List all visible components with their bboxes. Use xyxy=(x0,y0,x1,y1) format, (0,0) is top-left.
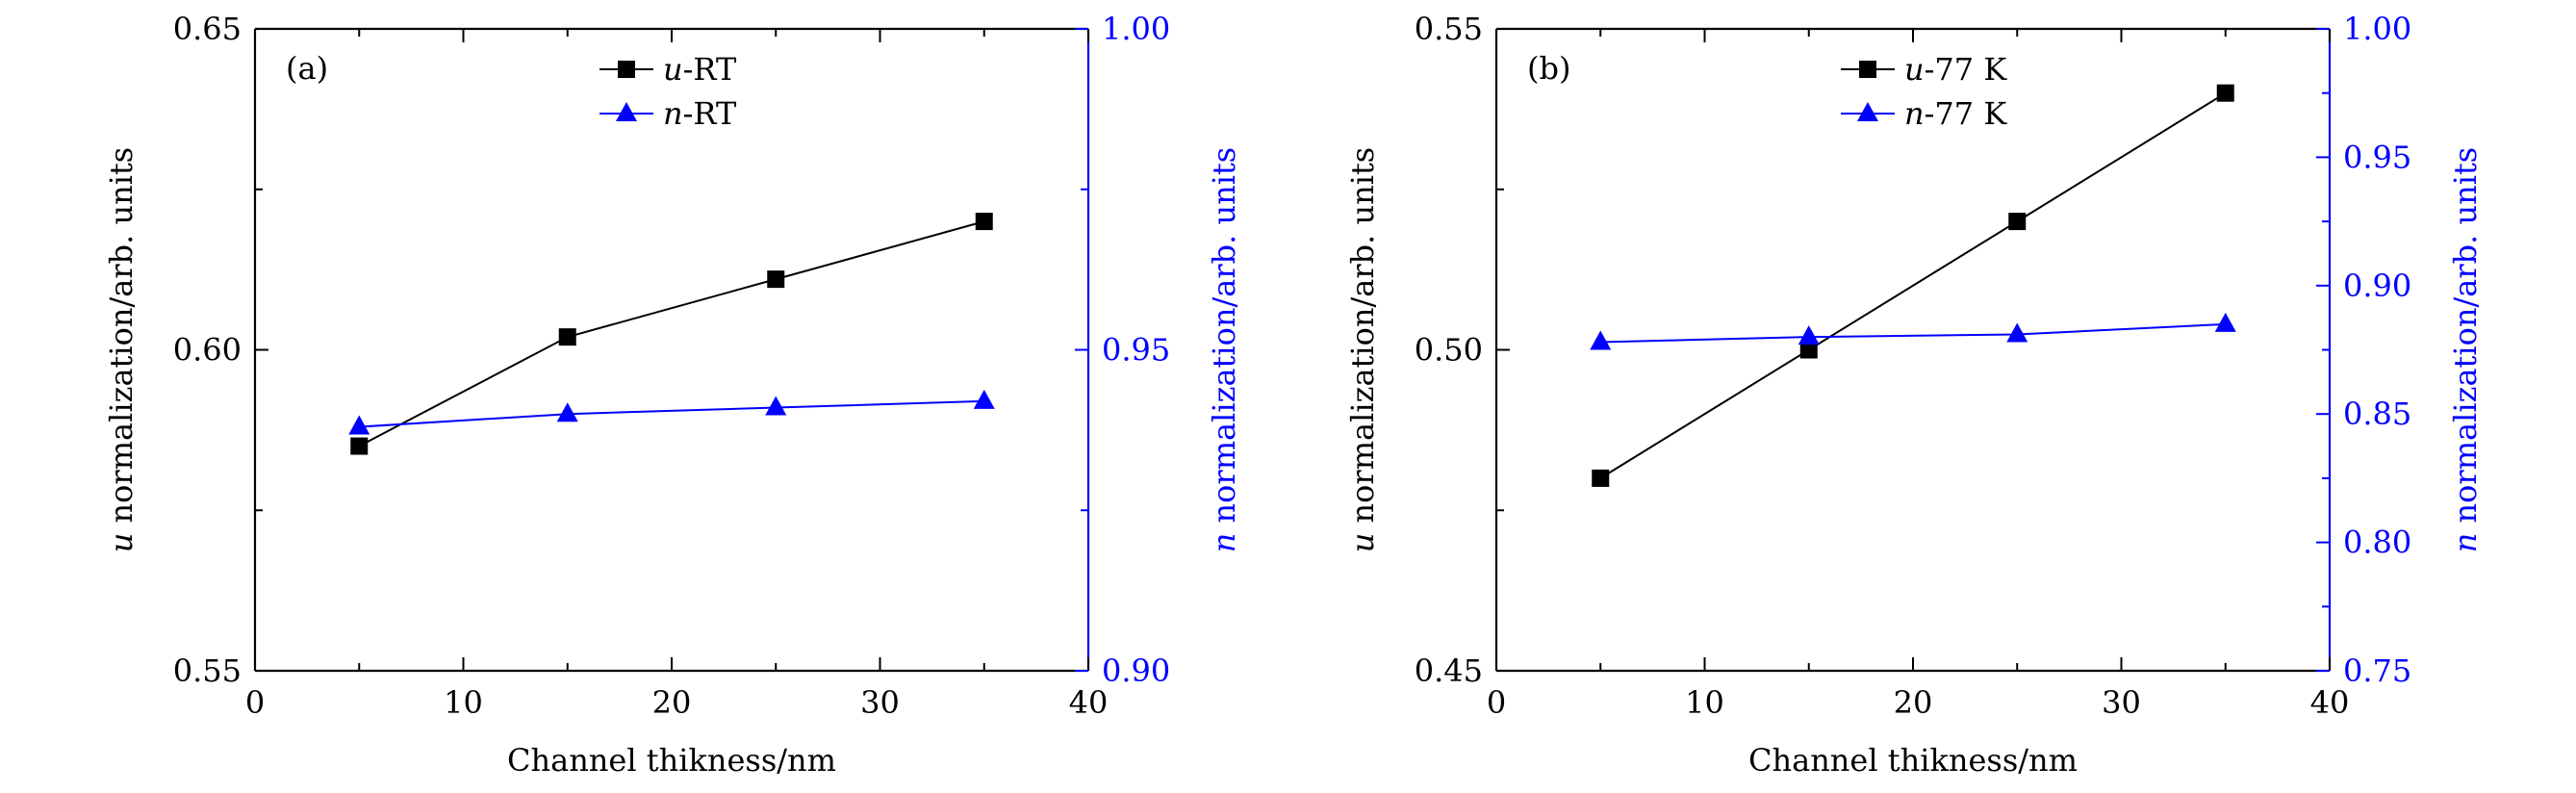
data-point-square xyxy=(2008,213,2027,231)
left-y-axis-title: u normalization/arb. units xyxy=(103,147,140,552)
data-point-triangle xyxy=(973,389,995,409)
series-line xyxy=(358,220,985,448)
chart-panel: 0 10 20 30 40 0.55 0.60 0.65 0.90 0.95 1.00 Channel… xyxy=(103,11,1242,779)
legend-label: n-77 K xyxy=(1904,95,2007,132)
left-y-tick-label: 0.55 xyxy=(173,652,242,689)
legend-name: -77 K xyxy=(1925,95,2008,132)
left-y-tick-label: 0.50 xyxy=(1415,332,1483,369)
x-tick-label: 10 xyxy=(1685,684,1724,721)
panel-label: (a) xyxy=(286,50,328,87)
left-y-axis-symbol: u xyxy=(1344,533,1381,553)
x-tick-label: 30 xyxy=(860,684,900,721)
legend-label: u-RT xyxy=(663,51,737,88)
right-y-axis-symbol: n xyxy=(2447,533,2484,553)
right-y-tick-label: 0.90 xyxy=(2343,268,2411,304)
x-axis-title: Channel thikness/nm xyxy=(1748,742,2078,779)
x-tick-label: 0 xyxy=(245,684,265,721)
series-0 xyxy=(1592,84,2234,487)
right-y-tick-label: 0.85 xyxy=(2343,396,2411,432)
left-y-tick-label: 0.65 xyxy=(173,11,242,47)
legend: u-77 Kn-77 K xyxy=(1841,51,2007,132)
x-tick-label: 0 xyxy=(1487,684,1506,721)
x-tick-label: 20 xyxy=(1894,684,1933,721)
data-point-square xyxy=(767,270,785,289)
right-y-tick-label: 0.80 xyxy=(2343,524,2411,561)
legend: u-RTn-RT xyxy=(599,51,737,132)
left-y-tick-label: 0.60 xyxy=(173,332,242,369)
legend-name: -RT xyxy=(683,95,737,132)
data-point-triangle xyxy=(2006,322,2028,343)
series-line xyxy=(1600,322,2226,344)
data-point-triangle xyxy=(616,102,637,121)
data-point-triangle xyxy=(1798,325,1820,345)
data-point-square xyxy=(618,61,635,78)
right-y-axis-title: n normalization/arb. units xyxy=(2447,147,2484,552)
right-y-axis-text: normalization/arb. units xyxy=(2447,147,2484,533)
x-tick-label: 20 xyxy=(652,684,692,721)
x-tick-label: 30 xyxy=(2102,684,2141,721)
x-tick-label: 40 xyxy=(1069,684,1109,721)
right-y-axis-symbol: n xyxy=(1206,533,1242,553)
legend-name: -RT xyxy=(683,51,737,88)
data-point-triangle xyxy=(2214,312,2236,332)
data-point-triangle xyxy=(556,402,578,422)
left-y-tick-label: 0.55 xyxy=(1415,11,1483,47)
chart-panel: 0 10 20 30 40 0.45 0.50 0.55 0.75 0.80 0.85 0.90 0.9… xyxy=(1344,11,2484,779)
legend-symbol: u xyxy=(663,51,683,88)
legend-symbol: u xyxy=(1904,51,1925,88)
data-point-square xyxy=(1799,341,1818,359)
legend-name: -77 K xyxy=(1925,51,2008,88)
data-point-square xyxy=(2216,84,2234,102)
panel-label: (b) xyxy=(1527,50,1570,87)
legend-symbol: n xyxy=(1904,95,1925,132)
left-y-axis-title: u normalization/arb. units xyxy=(1344,147,1381,552)
legend-label: n-RT xyxy=(663,95,737,132)
right-y-tick-label: 0.75 xyxy=(2343,652,2411,689)
data-point-square xyxy=(558,328,576,346)
right-y-axis-title: n normalization/arb. units xyxy=(1206,147,1242,552)
x-tick-label: 10 xyxy=(444,684,483,721)
left-y-tick-label: 0.45 xyxy=(1415,652,1483,689)
right-y-tick-label: 0.95 xyxy=(2343,139,2411,175)
series-line xyxy=(1599,91,2227,479)
legend-label: u-77 K xyxy=(1904,51,2007,88)
right-y-tick-label: 0.95 xyxy=(1102,332,1170,369)
data-point-triangle xyxy=(348,415,370,435)
right-y-axis-text: normalization/arb. units xyxy=(1206,147,1242,533)
data-point-triangle xyxy=(1590,330,1612,350)
right-y-tick-label: 1.00 xyxy=(1102,11,1170,47)
data-point-square xyxy=(350,437,369,455)
data-point-triangle xyxy=(765,396,787,416)
x-axis-title: Channel thikness/nm xyxy=(507,742,836,779)
data-point-triangle xyxy=(1857,102,1878,121)
series-0 xyxy=(350,213,993,455)
series-1 xyxy=(1590,312,2236,350)
legend-symbol: n xyxy=(663,95,683,132)
left-y-axis-symbol: u xyxy=(103,533,140,553)
series-line xyxy=(359,399,984,428)
x-tick-label: 40 xyxy=(2310,684,2350,721)
left-y-axis-text: normalization/arb. units xyxy=(103,147,140,533)
left-y-axis-text: normalization/arb. units xyxy=(1344,147,1381,533)
right-y-tick-label: 0.90 xyxy=(1102,652,1170,689)
data-point-square xyxy=(1592,469,1610,487)
series-1 xyxy=(348,389,995,435)
data-point-square xyxy=(1859,61,1876,78)
right-y-tick-label: 1.00 xyxy=(2343,11,2411,47)
data-point-square xyxy=(975,213,993,231)
